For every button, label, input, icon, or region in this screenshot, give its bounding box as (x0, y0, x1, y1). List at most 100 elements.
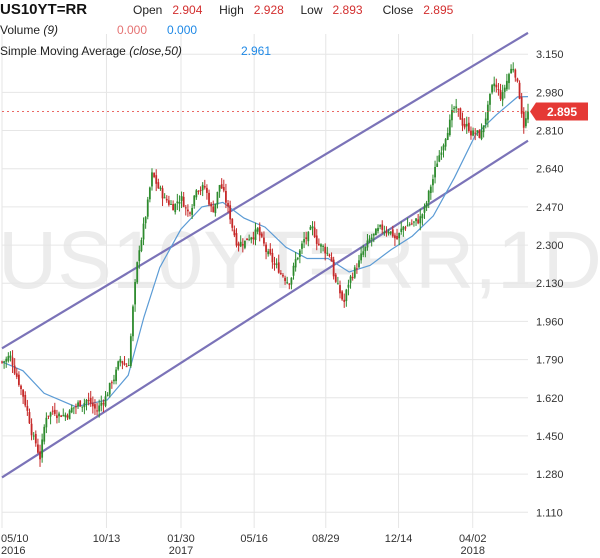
candle-body (5, 358, 8, 362)
y-tick-label: 2.980 (536, 87, 564, 99)
candle-body (151, 172, 153, 187)
candle-body (115, 369, 117, 382)
candle-body (432, 179, 434, 186)
candle-body (339, 285, 341, 294)
candle-body (170, 203, 172, 205)
candle-body (313, 227, 316, 238)
candle-body (102, 403, 105, 405)
candle-body (282, 274, 284, 277)
candle-body (503, 87, 506, 92)
candle-body (191, 207, 194, 215)
candle-body (142, 223, 145, 240)
candle-body (307, 231, 310, 242)
candle-body (440, 152, 443, 155)
candle-body (271, 252, 274, 263)
channel-upper-line[interactable] (1, 31, 529, 350)
candle-body (288, 283, 291, 285)
candle-body (406, 225, 409, 227)
candle-body (214, 203, 217, 214)
x-year-label: 2017 (169, 545, 193, 557)
candle-body (85, 399, 88, 404)
candle-body (284, 277, 286, 282)
y-tick-label: 1.790 (536, 355, 564, 367)
candle-body (96, 410, 98, 412)
candle-body (377, 227, 379, 232)
candle-body (451, 109, 453, 121)
volume-value-2: 0.000 (167, 23, 198, 37)
x-tick-label: 01/30 (167, 533, 195, 545)
candle-body (476, 130, 479, 133)
candle-body (417, 219, 420, 224)
candle-body (362, 251, 365, 255)
candle-body (98, 405, 101, 412)
candle-body (157, 182, 160, 189)
candle-body (524, 118, 527, 127)
channel-lower-line[interactable] (1, 139, 529, 479)
candle-body (252, 237, 255, 240)
candle-body (41, 439, 44, 458)
candle-body (235, 233, 238, 246)
low-label: Low (300, 3, 323, 17)
candle-body (161, 188, 164, 199)
candle-body (72, 407, 75, 409)
candle-body (296, 257, 299, 260)
candle-body (218, 185, 221, 192)
candle-body (28, 412, 31, 424)
candle-body (499, 90, 502, 99)
open-value: 2.904 (172, 3, 203, 17)
candle-body (425, 202, 428, 208)
candle-body (303, 239, 305, 243)
candle-body (53, 409, 56, 414)
candle-body (516, 78, 519, 82)
x-tick-label: 12/14 (385, 533, 413, 545)
candle-body (396, 236, 398, 239)
candle-body (229, 205, 232, 220)
candle-body (320, 244, 322, 247)
candle-body (360, 253, 363, 261)
candle-body (49, 412, 52, 417)
candle-body (457, 108, 460, 110)
close-value: 2.895 (423, 3, 454, 17)
candle-body (267, 251, 270, 255)
candle-body (455, 106, 458, 109)
candle-body (474, 132, 477, 134)
candle-body (159, 187, 162, 189)
candle-body (189, 212, 191, 214)
candle-body (324, 246, 327, 254)
candle-body (3, 361, 6, 363)
candle-body (208, 192, 210, 205)
candle-body (482, 125, 485, 133)
candle-body (132, 306, 134, 337)
candle-body (113, 379, 115, 382)
candle-body (512, 68, 515, 71)
candle-body (203, 186, 206, 188)
candle-body (334, 274, 337, 282)
candle-body (68, 410, 71, 420)
candle-body (140, 240, 143, 251)
chart-grid (1, 34, 528, 528)
candle-body (394, 235, 396, 239)
candle-body (341, 291, 344, 300)
candle-body (510, 68, 513, 74)
y-tick-label: 1.960 (536, 316, 564, 328)
candle-body (206, 187, 208, 193)
high-value: 2.928 (253, 3, 284, 17)
y-tick-label: 2.640 (536, 164, 564, 176)
candle-body (301, 243, 303, 249)
x-year-label: 2018 (460, 545, 484, 557)
candle-body (212, 206, 215, 213)
candle-body (30, 423, 33, 436)
candle-body (400, 228, 403, 232)
candle-body (176, 201, 179, 204)
candle-body (461, 118, 464, 126)
candle-body (277, 262, 280, 273)
ohlc-readout: Open 2.904 High 2.928 Low 2.893 Close 2.… (133, 3, 453, 17)
candle-body (134, 282, 136, 305)
x-tick-label: 04/02 (459, 533, 487, 545)
candle-body (444, 139, 447, 147)
candle-body (508, 74, 510, 84)
candle-body (180, 195, 183, 201)
candle-body (472, 130, 474, 136)
